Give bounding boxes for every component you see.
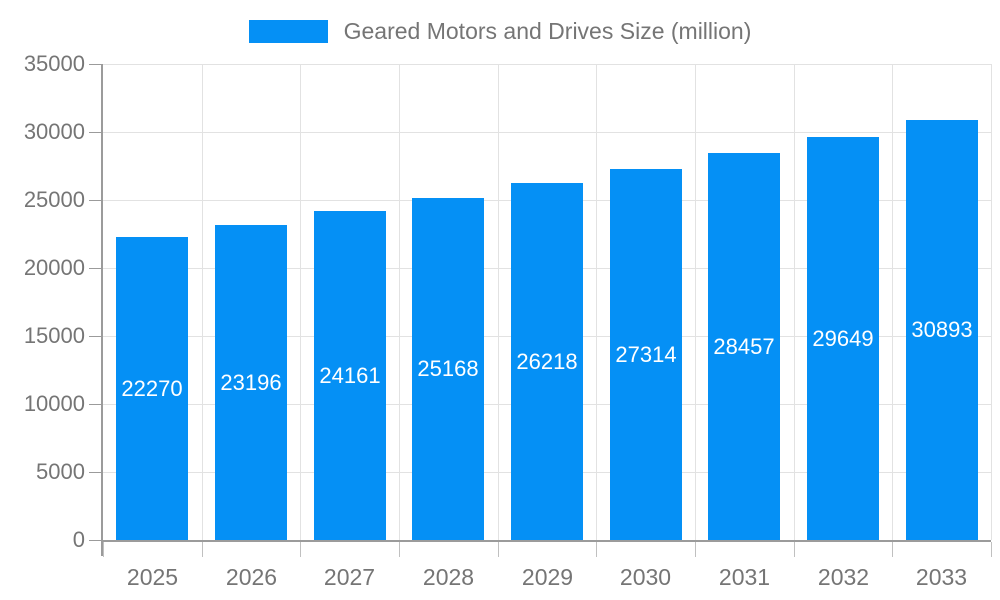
gridline-v (596, 64, 597, 540)
y-axis-label: 35000 (23, 51, 85, 76)
y-axis-label: 30000 (23, 119, 85, 144)
bar-value-label: 23196 (220, 369, 282, 395)
legend-label: Geared Motors and Drives Size (million) (343, 18, 752, 44)
x-axis-label: 2033 (915, 564, 968, 590)
x-axis-label: 2031 (718, 564, 771, 590)
x-axis-tick (892, 542, 893, 557)
x-axis-label: 2029 (521, 564, 574, 590)
gridline-v (300, 64, 301, 540)
y-axis-label: 5000 (36, 459, 85, 484)
bar-2029[interactable]: 26218 (511, 183, 583, 540)
y-axis-tick (89, 268, 101, 269)
x-axis-label: 2032 (817, 564, 870, 590)
gridline-v (498, 64, 499, 540)
x-axis-tick (498, 542, 499, 557)
x-axis-line (101, 540, 991, 542)
bar-value-label: 30893 (911, 317, 973, 342)
y-axis-tick (89, 540, 101, 541)
bar-2031[interactable]: 28457 (708, 153, 780, 540)
gridline-v (892, 64, 893, 540)
y-axis-line (101, 64, 103, 556)
bar-value-label: 29649 (812, 325, 874, 351)
y-axis-label: 15000 (23, 323, 85, 348)
x-axis-tick (202, 542, 203, 557)
x-axis-tick (695, 542, 696, 557)
x-axis-label: 2025 (126, 564, 179, 590)
gridline-v (202, 64, 203, 540)
bar-2033[interactable]: 30893 (906, 120, 978, 540)
bar-2030[interactable]: 27314 (610, 169, 682, 540)
gridline-v (794, 64, 795, 540)
x-axis-tick (300, 542, 301, 557)
y-axis-label: 25000 (23, 187, 85, 212)
y-axis-tick (89, 336, 101, 337)
bar-2026[interactable]: 23196 (215, 225, 287, 540)
bar-value-label: 28457 (713, 333, 775, 359)
gridline-v (991, 64, 992, 540)
bar-2025[interactable]: 22270 (116, 237, 188, 540)
bar-value-label: 25168 (417, 356, 479, 381)
bar-value-label: 22270 (121, 375, 183, 401)
y-axis-tick (89, 404, 101, 405)
x-axis-tick (103, 542, 104, 557)
y-axis-tick (89, 64, 101, 65)
legend-swatch (248, 20, 328, 43)
gridline-v (695, 64, 696, 540)
x-axis-label: 2026 (225, 564, 278, 590)
bar-value-label: 26218 (516, 348, 578, 374)
x-axis-tick (399, 542, 400, 557)
bar-2028[interactable]: 25168 (412, 198, 484, 540)
y-axis-tick (89, 472, 101, 473)
y-axis-label: 10000 (23, 391, 85, 416)
bar-2032[interactable]: 29649 (807, 137, 879, 540)
plot-area: 22270 23196 24161 25168 26218 27314 28457 29649… (103, 64, 992, 540)
gridline-h (103, 64, 991, 65)
x-axis-label: 2027 (323, 564, 376, 590)
bar-value-label: 24161 (319, 362, 381, 388)
x-axis-label: 2030 (619, 564, 672, 590)
x-axis-tick (596, 542, 597, 557)
gridline-h (103, 132, 991, 133)
bar-2027[interactable]: 24161 (314, 211, 386, 540)
bar-value-label: 27314 (615, 341, 677, 367)
y-axis-tick (89, 132, 101, 133)
legend[interactable]: Geared Motors and Drives Size (million) (0, 18, 1000, 45)
gridline-v (399, 64, 400, 540)
x-axis-tick (991, 542, 992, 557)
x-axis-label: 2028 (422, 564, 475, 590)
x-axis-tick (794, 542, 795, 557)
y-axis-tick (89, 200, 101, 201)
y-axis-label: 0 (72, 527, 85, 552)
y-axis-label: 20000 (23, 255, 85, 280)
